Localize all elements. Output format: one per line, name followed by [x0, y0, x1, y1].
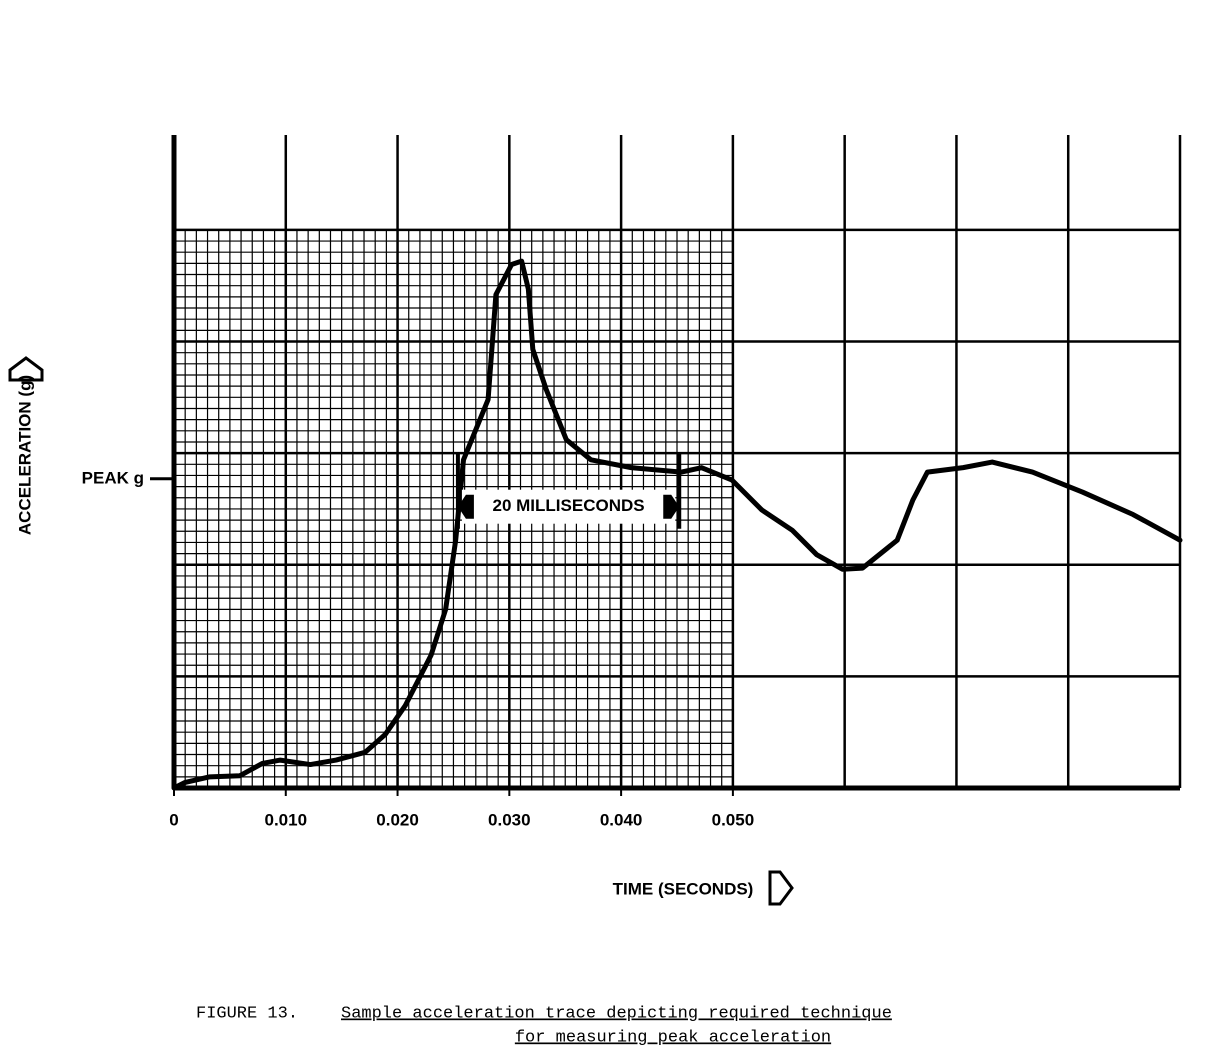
x-axis-label: TIME (SECONDS): [613, 879, 754, 898]
annotation-arrow: [457, 494, 474, 519]
x-tick-label: 0.010: [265, 810, 308, 829]
annotation-bg: [461, 489, 676, 524]
x-tick-label: 0.050: [712, 810, 755, 829]
x-tick-label: 0.020: [376, 810, 419, 829]
x-tick-label: 0.040: [600, 810, 643, 829]
x-tick-label: 0: [169, 810, 178, 829]
caption: Sample acceleration trace depicting requ…: [341, 1004, 892, 1023]
y-axis-label: ACCELERATION (g): [15, 375, 34, 535]
x-arrow: [768, 870, 794, 906]
caption: for measuring peak acceleration: [515, 1028, 831, 1047]
y-arrow: [8, 356, 44, 382]
x-tick-label: 0.030: [488, 810, 531, 829]
peak-label: PEAK g: [82, 468, 144, 487]
figure-label: FIGURE 13.: [196, 1004, 298, 1023]
annotation-arrow: [663, 494, 680, 519]
trace: [171, 258, 1183, 791]
annotation-label: 20 MILLISECONDS: [493, 496, 645, 515]
